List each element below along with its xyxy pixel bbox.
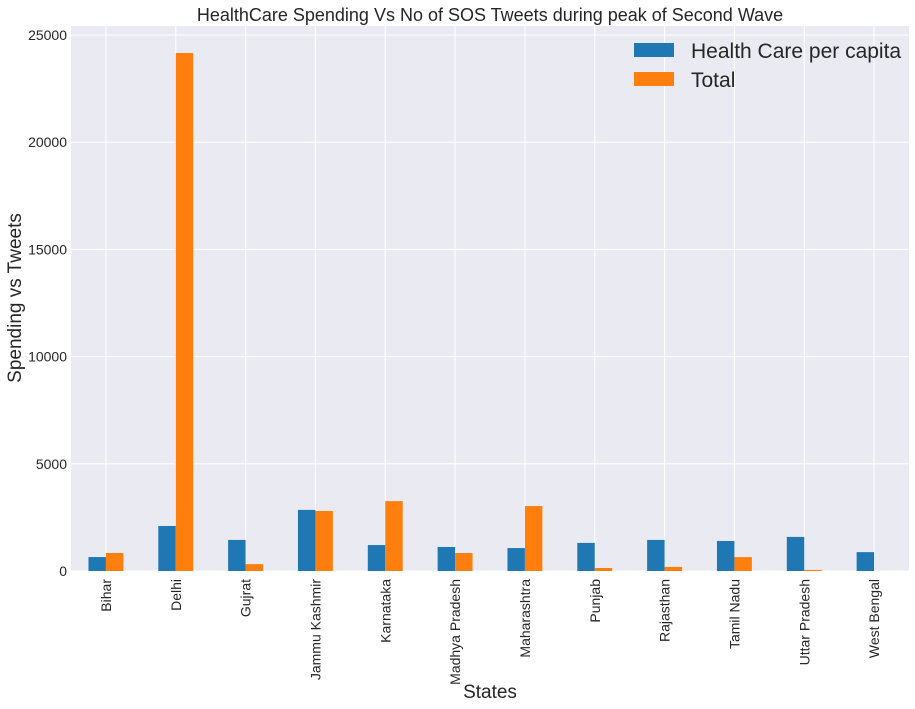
legend-label: Health Care per capita <box>691 40 901 63</box>
y-tick-label: 25000 <box>28 27 67 43</box>
y-axis-ticks: 0 5000 10000 15000 20000 25000 <box>28 27 67 579</box>
bars <box>88 53 875 572</box>
bar-health-care-per-capita-maharashtra <box>507 548 525 571</box>
bar-total-karnataka <box>385 501 403 571</box>
legend-swatch <box>634 72 674 86</box>
x-tick-label: Madhya Pradesh <box>447 579 463 685</box>
y-axis-label: Spending vs Tweets <box>5 213 26 383</box>
y-tick-label: 20000 <box>28 134 67 150</box>
bar-health-care-per-capita-delhi <box>158 525 176 571</box>
y-tick-label: 15000 <box>28 241 67 257</box>
bar-total-maharashtra <box>524 506 543 571</box>
x-tick-label: Delhi <box>168 579 184 611</box>
bar-total-gujrat <box>245 564 264 571</box>
bar-health-care-per-capita-rajasthan <box>647 539 665 571</box>
grid-lines <box>71 26 909 572</box>
x-tick-label: Jammu Kashmir <box>307 579 323 680</box>
bar-health-care-per-capita-karnataka <box>367 545 386 571</box>
x-tick-label: Rajasthan <box>657 579 673 642</box>
bar-health-care-per-capita-gujrat <box>228 539 246 571</box>
bar-total-tamil-nadu <box>734 557 752 571</box>
y-tick-label: 10000 <box>28 349 67 365</box>
bar-health-care-per-capita-madhya-pradesh <box>437 546 456 571</box>
bar-total-punjab <box>594 567 613 571</box>
y-tick-label: 0 <box>59 563 67 579</box>
x-tick-label: Maharashtra <box>517 579 533 658</box>
legend-swatch <box>634 43 674 57</box>
x-tick-label: Karnataka <box>377 579 393 643</box>
bar-total-rajasthan <box>664 566 683 571</box>
bar-health-care-per-capita-punjab <box>577 542 595 571</box>
plot-background <box>71 26 909 571</box>
bar-total-bihar <box>105 552 124 571</box>
bar-total-jammu-kashmir <box>315 510 333 571</box>
x-tick-label: Gujrat <box>238 579 254 617</box>
chart-title: HealthCare Spending Vs No of SOS Tweets … <box>197 5 783 25</box>
legend-label: Total <box>691 69 735 92</box>
bar-health-care-per-capita-west-bengal <box>856 552 875 571</box>
x-axis-ticks: Bihar Delhi Gujrat Jammu Kashmir Karnataka Ma… <box>98 579 882 685</box>
x-axis-label: States <box>463 682 517 703</box>
x-tick-label: Punjab <box>587 579 603 623</box>
x-tick-label: West Bengal <box>866 579 882 658</box>
bar-health-care-per-capita-uttar-pradesh <box>786 536 805 571</box>
x-tick-label: Tamil Nadu <box>726 579 742 649</box>
y-tick-label: 5000 <box>36 456 67 472</box>
bar-total-delhi <box>175 53 194 572</box>
legend: Health Care per capita Total <box>634 40 901 92</box>
bar-health-care-per-capita-jammu-kashmir <box>297 509 316 571</box>
bar-health-care-per-capita-tamil-nadu <box>716 540 735 571</box>
bar-total-madhya-pradesh <box>455 552 473 571</box>
x-tick-label: Bihar <box>98 579 114 612</box>
x-tick-label: Uttar Pradesh <box>796 579 812 665</box>
bar-total-uttar-pradesh <box>804 569 822 571</box>
bar-health-care-per-capita-bihar <box>88 557 106 571</box>
